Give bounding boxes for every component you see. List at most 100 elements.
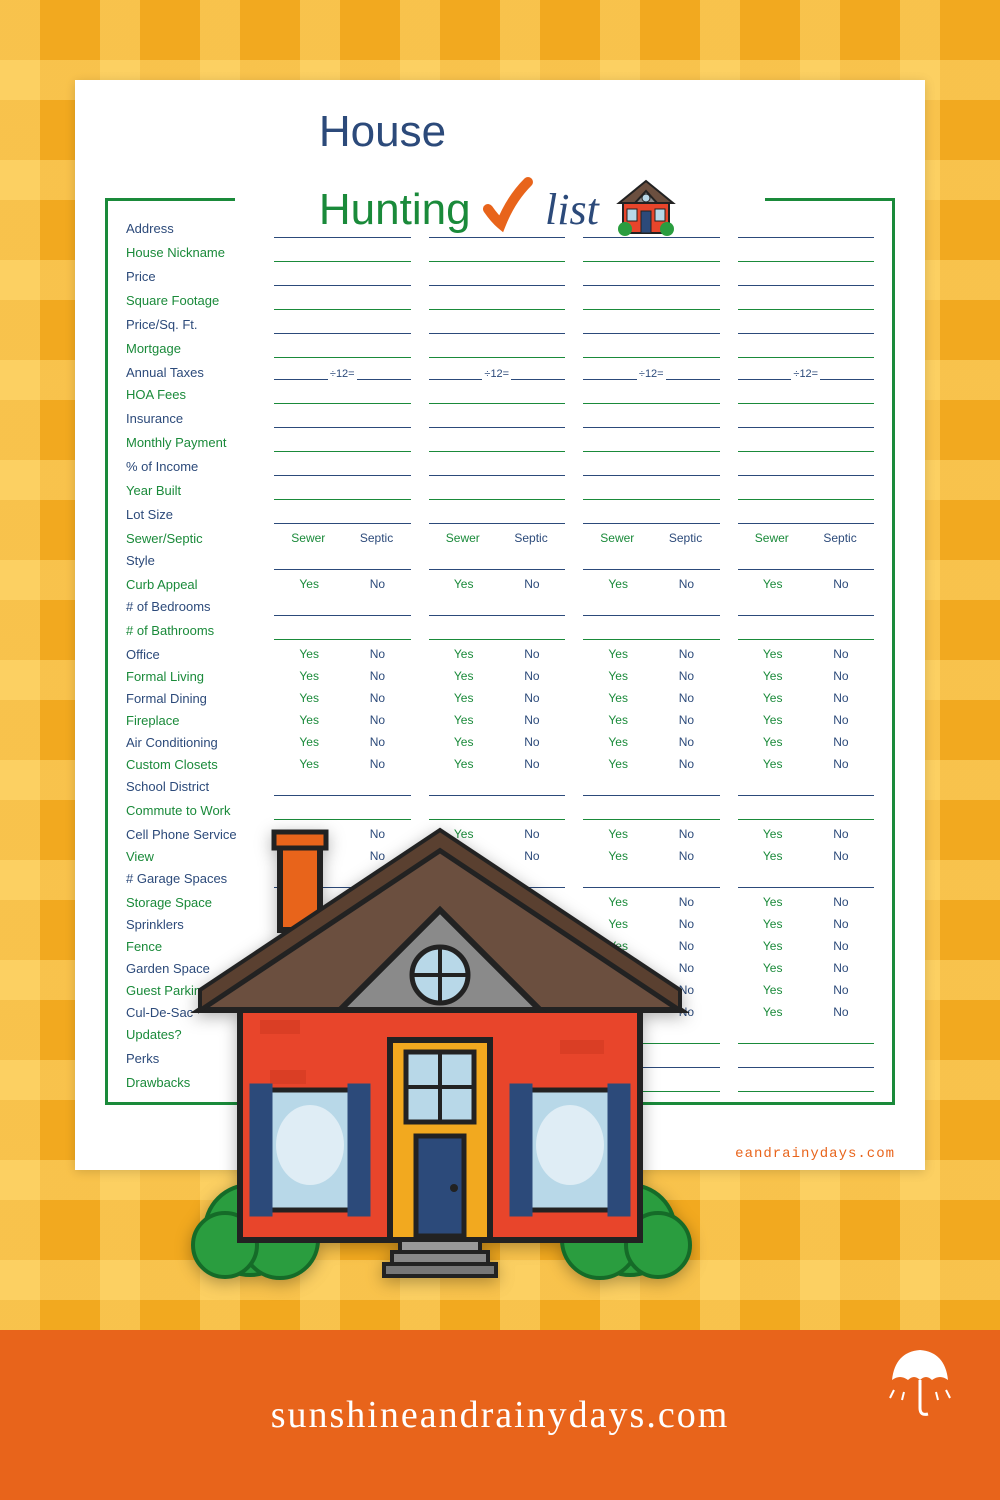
cell [274,242,411,262]
footer-banner: sunshineandrainydays.com [0,1330,1000,1500]
cell: SewerSeptic [429,528,566,546]
cell [583,338,720,358]
cell: YesNo [583,710,720,728]
cell [738,218,875,238]
cell: YesNo [274,574,411,592]
cell [429,218,566,238]
cell [274,338,411,358]
cell [738,1048,875,1068]
cell: YesNo [583,754,720,772]
cell: YesNo [738,936,875,954]
cell: YesNo [429,666,566,684]
cell [583,432,720,452]
cell [429,480,566,500]
row-label: Style [126,550,256,570]
cell: YesNo [738,892,875,910]
cell [429,620,566,640]
cell [429,338,566,358]
cell: YesNo [429,574,566,592]
cell: SewerSeptic [738,528,875,546]
cell [738,290,875,310]
cell: YesNo [738,914,875,932]
cell: SewerSeptic [274,528,411,546]
cell [274,596,411,616]
row-label: Square Footage [126,290,256,310]
cell: ÷12= [738,362,875,380]
cell: ÷12= [583,362,720,380]
large-house-illustration [180,790,700,1280]
cell: YesNo [738,732,875,750]
cell [583,480,720,500]
cell [429,242,566,262]
cell [274,550,411,570]
title-line1: House [319,107,446,156]
cell: YesNo [738,666,875,684]
row-label: # of Bedrooms [126,596,256,616]
cell: SewerSeptic [583,528,720,546]
row-label: Price [126,266,256,286]
cell [274,266,411,286]
cell [738,504,875,524]
cell [583,314,720,334]
row-label: Mortgage [126,338,256,358]
cell: YesNo [274,732,411,750]
cell [274,408,411,428]
cell [738,480,875,500]
cell: YesNo [738,980,875,998]
cell [429,290,566,310]
cell [738,384,875,404]
cell: YesNo [583,732,720,750]
row-label: Formal Dining [126,688,256,706]
row-label: Curb Appeal [126,574,256,592]
cell: YesNo [274,644,411,662]
cell: ÷12= [429,362,566,380]
cell [429,432,566,452]
footer-url: sunshineandrainydays.com [271,1393,730,1437]
cell: YesNo [738,710,875,728]
cell [583,456,720,476]
cell [738,1024,875,1044]
cell [738,776,875,796]
cell [429,456,566,476]
cell [583,218,720,238]
cell: YesNo [738,754,875,772]
cell [429,504,566,524]
cell: YesNo [738,688,875,706]
cell: YesNo [429,710,566,728]
cell: YesNo [429,644,566,662]
cell: YesNo [738,846,875,864]
cell [429,550,566,570]
cell: YesNo [583,574,720,592]
cell [429,314,566,334]
umbrella-icon [880,1340,960,1420]
cell [274,218,411,238]
cell: ÷12= [274,362,411,380]
cell [583,550,720,570]
watermark: eandrainydays.com [735,1146,895,1162]
cell: YesNo [274,688,411,706]
cell [274,290,411,310]
cell [583,596,720,616]
row-label: Sewer/Septic [126,528,256,546]
cell [738,868,875,888]
row-label: Lot Size [126,504,256,524]
cell [429,408,566,428]
cell [738,432,875,452]
cell [583,384,720,404]
cell: YesNo [583,666,720,684]
cell [738,266,875,286]
title: House Hunting list [105,110,895,210]
cell: YesNo [583,644,720,662]
cell: YesNo [274,666,411,684]
row-label: Price/Sq. Ft. [126,314,256,334]
cell [274,384,411,404]
row-label: % of Income [126,456,256,476]
cell [738,314,875,334]
cell [274,314,411,334]
cell [583,504,720,524]
row-label: Formal Living [126,666,256,684]
cell: YesNo [274,710,411,728]
cell [738,620,875,640]
cell [429,266,566,286]
cell: YesNo [738,644,875,662]
